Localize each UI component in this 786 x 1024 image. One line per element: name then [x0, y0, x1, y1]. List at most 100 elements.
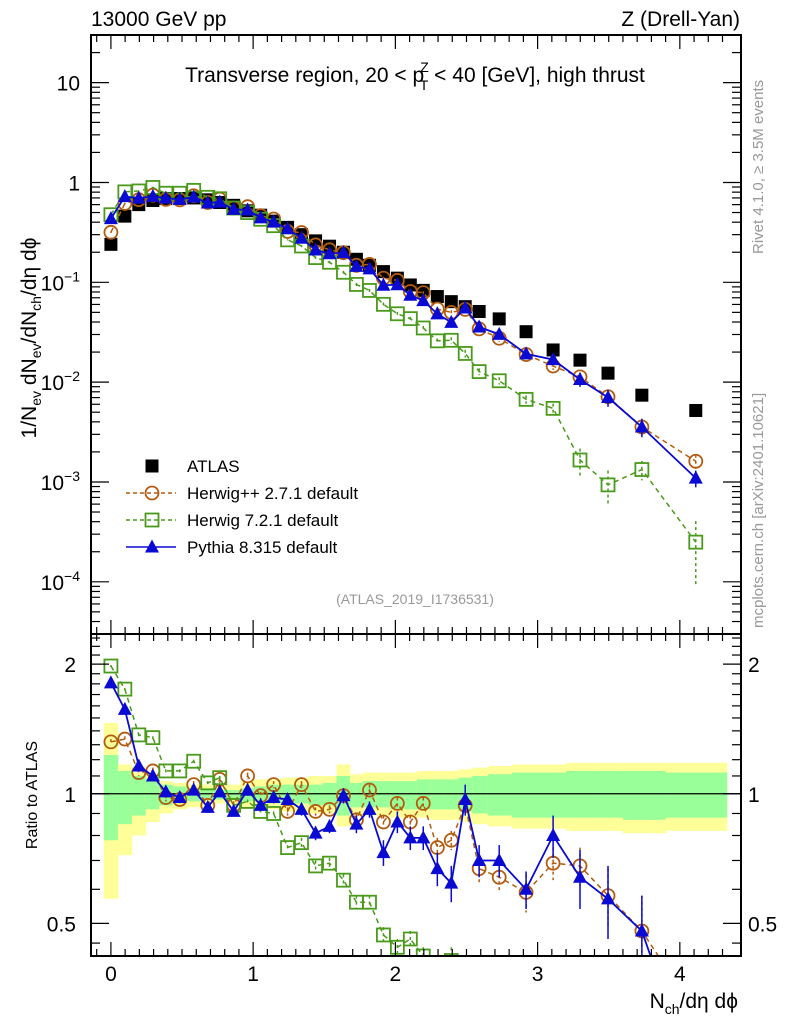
- pythia8-ratio-point: [430, 861, 445, 875]
- atlas-data-point: [430, 290, 444, 304]
- ratio-band-inner: [487, 774, 513, 816]
- pythia8-ratio-point: [472, 852, 487, 866]
- legend-herwigpp-marker: [144, 485, 160, 501]
- pythia8-ratio-point: [634, 923, 649, 937]
- herwig7-ratio-point: [117, 681, 133, 697]
- pythia8-data-point: [688, 470, 703, 484]
- legend-herwig7-marker: [144, 512, 160, 528]
- ratio-band-inner: [131, 775, 147, 816]
- pythia8-data-point: [145, 188, 160, 202]
- title-prefix: Transverse region, 20 < p: [185, 64, 424, 87]
- pythia8-ratio-point: [145, 768, 160, 782]
- herwig7-data-point: [518, 391, 534, 407]
- ratio-band-inner: [665, 772, 728, 818]
- pythia8-data-point: [362, 261, 377, 275]
- herwigpp-ratio-point: [240, 768, 255, 784]
- atlas-data-point: [472, 304, 486, 318]
- x-axis-label: Nch/dη dϕ: [650, 990, 738, 1017]
- herwigpp-line: [110, 194, 697, 462]
- herwig7-data-point: [443, 332, 459, 348]
- herwig7-ratio-point: [336, 872, 351, 888]
- herwig7-ratio-point: [322, 855, 337, 871]
- pythia8-data-point: [158, 190, 173, 204]
- herwig7-data-point: [457, 346, 473, 361]
- ratio-band-inner: [472, 775, 489, 814]
- herwig7-data-point: [362, 283, 377, 298]
- herwigpp-ratio-point: [103, 734, 119, 750]
- herwigpp-ratio-point: [389, 795, 405, 811]
- ratio-band-inner: [622, 770, 667, 820]
- atlas-data-point: [601, 366, 615, 380]
- pythia8-ratio-point: [403, 830, 418, 844]
- ratio-band-inner: [539, 772, 567, 818]
- header-left: 13000 GeV pp: [91, 8, 226, 31]
- herwig7-ratio-point: [186, 753, 202, 769]
- ylabel-a: 1/N: [18, 406, 41, 439]
- pythia8-data-point: [349, 258, 364, 272]
- plot-title: Transverse region, 20 < pZ T < 40 [GeV], …: [185, 59, 645, 93]
- pythia8-data-point: [294, 230, 309, 244]
- herwig7-data-point: [376, 296, 391, 312]
- herwigpp-ratio-point: [294, 777, 309, 793]
- herwig7-data-point: [545, 400, 561, 416]
- pythia8-ratio-point: [416, 830, 431, 844]
- herwig7-data-point: [429, 333, 445, 349]
- herwig7-ratio-point: [280, 840, 295, 855]
- herwig7-data-point: [415, 320, 431, 336]
- pythia8-ratio-point: [158, 784, 173, 798]
- pythia8-data-point: [103, 211, 118, 225]
- atlas-data-point: [118, 209, 132, 223]
- pythia8-data-point: [519, 346, 534, 360]
- ratio-y-tick-label-right: 1: [748, 784, 760, 807]
- herwig7-data-point: [688, 534, 704, 550]
- pythia8-data-point: [186, 189, 201, 203]
- pythia8-ratio-point: [212, 784, 227, 798]
- pythia8-data-point: [266, 214, 281, 228]
- herwig7-ratio-point: [443, 953, 459, 956]
- herwig7-ratio-line: [110, 665, 425, 956]
- title-pt-sub: T: [420, 77, 429, 93]
- herwig7-ratio-point: [172, 763, 188, 779]
- pythia8-data-point: [572, 372, 587, 386]
- ratio-y-tick-label: 0.5: [47, 913, 76, 936]
- x-tick-label: 3: [532, 963, 544, 986]
- herwigpp-data-point: [688, 453, 704, 469]
- herwig7-ratio-point: [145, 730, 161, 746]
- pythia8-ratio-point: [226, 803, 241, 817]
- ratio-band-inner: [117, 770, 133, 825]
- xlabel-b: /dη dϕ: [680, 990, 738, 1013]
- ratio-band-inner: [416, 779, 431, 810]
- pythia8-ratio-point: [546, 828, 561, 842]
- x-tick-label: 0: [105, 963, 117, 986]
- pythia8-ratio-point: [572, 869, 587, 883]
- pythia8-ratio-point: [322, 818, 337, 832]
- pythia8-ratio-point: [103, 675, 118, 689]
- pythia8-data-point: [131, 190, 146, 204]
- pythia8-ratio-point: [349, 816, 364, 830]
- xlabel-a: N: [650, 990, 665, 1013]
- pythia8-ratio-point: [308, 825, 323, 839]
- herwig7-ratio-point: [376, 927, 391, 943]
- ratio-band-inner: [444, 779, 459, 810]
- y-tick-label: 10−4: [41, 568, 81, 595]
- pythia8-data-point: [634, 419, 649, 433]
- ylabel-c: /dN: [18, 311, 41, 344]
- ratio-y-tick-label-right: 2: [748, 654, 760, 677]
- herwig7-data-point: [336, 264, 351, 280]
- pythia8-ratio-point: [376, 845, 391, 859]
- herwig7-data-point: [634, 462, 650, 477]
- herwig7-ratio-point: [266, 806, 282, 821]
- ratio-y-tick-label-right: 0.5: [748, 913, 777, 936]
- herwigpp-data-point: [103, 224, 119, 240]
- atlas-data-point: [309, 234, 323, 248]
- herwig7-ratio-point: [103, 658, 119, 674]
- pythia8-data-point: [117, 189, 132, 203]
- x-tick-label: 1: [247, 963, 259, 986]
- pythia8-data-point: [601, 390, 616, 404]
- herwig7-data-point: [572, 452, 588, 468]
- atlas-data-point: [444, 295, 458, 309]
- herwig7-ratio-point: [431, 978, 444, 991]
- pythia8-ratio-point: [390, 814, 405, 828]
- ratio-band-inner: [103, 755, 119, 841]
